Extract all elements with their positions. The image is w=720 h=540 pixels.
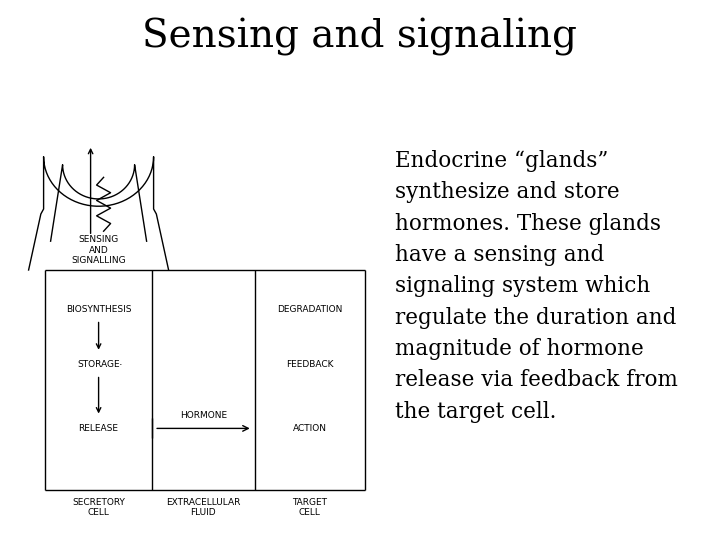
Text: EXTRACELLULAR
FLUID: EXTRACELLULAR FLUID: [166, 498, 240, 517]
Text: FEEDBACK: FEEDBACK: [286, 360, 333, 369]
Text: DEGRADATION: DEGRADATION: [277, 305, 343, 314]
Text: SENSING
AND
SIGNALLING: SENSING AND SIGNALLING: [71, 235, 126, 265]
Text: BIOSYNTHESIS: BIOSYNTHESIS: [66, 305, 131, 314]
Text: HORMONE: HORMONE: [180, 411, 227, 420]
Text: TARGET
CELL: TARGET CELL: [292, 498, 328, 517]
Text: Endocrine “glands”
synthesize and store
hormones. These glands
have a sensing an: Endocrine “glands” synthesize and store …: [395, 150, 678, 423]
Text: ACTION: ACTION: [293, 424, 327, 433]
Text: Sensing and signaling: Sensing and signaling: [143, 18, 577, 56]
Text: STORAGE: STORAGE: [77, 360, 120, 369]
Text: ·: ·: [119, 360, 122, 369]
Text: RELEASE: RELEASE: [78, 424, 119, 433]
Text: SECRETORY
CELL: SECRETORY CELL: [72, 498, 125, 517]
